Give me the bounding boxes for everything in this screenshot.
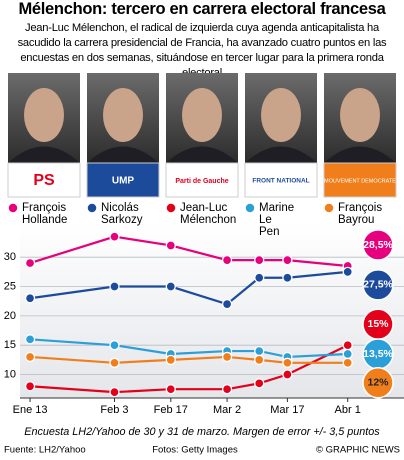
value-label: 28,5%	[363, 239, 393, 251]
end-badge	[362, 229, 394, 261]
legend-marker	[323, 202, 335, 214]
point	[282, 254, 293, 266]
point	[221, 298, 233, 310]
point	[24, 381, 36, 392]
legend-label: François Bayrou	[338, 202, 385, 226]
legend-marker	[86, 202, 98, 214]
face	[261, 88, 301, 142]
point	[109, 231, 120, 242]
shoulders	[87, 146, 159, 163]
face	[103, 88, 143, 142]
footer-note: Encuesta LH2/Yahoo de 30 y 31 de marzo. …	[24, 426, 380, 438]
x-tick-label: Abr 1	[335, 404, 361, 416]
title: Mélenchon: tercero en carrera electoral …	[18, 0, 386, 18]
logo-box	[165, 162, 239, 198]
shoulders	[324, 146, 396, 163]
y-tick-label: 10	[4, 368, 16, 380]
point	[24, 257, 36, 269]
point	[342, 266, 353, 278]
logo-box	[323, 162, 397, 198]
shoulders	[166, 146, 238, 163]
legend-label: François Hollande	[22, 202, 69, 226]
point	[221, 384, 233, 395]
value-label: 15%	[367, 318, 389, 330]
point	[282, 272, 293, 283]
y-tick-label: 15	[4, 339, 16, 351]
logo-box	[7, 162, 81, 198]
point	[109, 357, 120, 368]
point	[109, 386, 120, 398]
point	[282, 357, 293, 368]
value-label: 12%	[367, 377, 389, 389]
point	[109, 281, 120, 292]
face	[24, 88, 64, 142]
point	[254, 272, 265, 283]
point	[165, 240, 176, 251]
x-tick-label: Mar 2	[213, 404, 241, 416]
legend-label: Nicolás Sarkozy	[101, 202, 143, 226]
point	[165, 281, 176, 292]
logo-text: UMP	[112, 176, 135, 187]
point	[24, 351, 36, 363]
value-label: 13,5%	[363, 348, 393, 360]
point	[221, 254, 233, 266]
logo-box	[244, 162, 318, 198]
x-tick-label: Mar 17	[270, 404, 304, 416]
point	[342, 348, 353, 360]
value-label: 27,5%	[363, 279, 393, 291]
point	[254, 254, 265, 266]
plot-bg	[20, 222, 404, 398]
y-tick-label: 30	[4, 251, 16, 263]
x-tick-label: Feb 3	[100, 404, 128, 416]
logo-text: MOUVEMENT DEMOCRATE	[324, 178, 396, 184]
logo-text: Parti de Gauche	[175, 178, 228, 185]
y-tick-label: 20	[4, 310, 16, 322]
subtitle: Jean-Luc Mélenchon, el radical de izquie…	[17, 22, 387, 79]
legend-label: Marine Le Pen	[259, 202, 297, 238]
logo-text: FRONT NATIONAL	[252, 178, 309, 185]
point	[282, 369, 293, 380]
point	[254, 354, 265, 366]
point	[342, 340, 353, 351]
y-tick-label: 25	[4, 280, 16, 292]
point	[24, 334, 36, 345]
point	[109, 340, 120, 351]
legend-label: Jean-Luc Mélenchon	[180, 202, 236, 226]
footer-credit: © GRAPHIC NEWS	[316, 445, 400, 456]
end-badge	[362, 269, 394, 301]
legend-marker	[7, 202, 19, 214]
point	[254, 345, 265, 357]
point	[254, 378, 265, 389]
logo-text: PS	[33, 172, 55, 189]
logo-box	[86, 162, 160, 198]
legend-marker	[244, 202, 256, 214]
x-tick-label: Ene 13	[13, 404, 48, 416]
end-badge	[362, 367, 394, 399]
shoulders	[8, 146, 80, 163]
point	[165, 354, 176, 366]
shoulders	[245, 146, 317, 163]
point	[24, 293, 36, 304]
x-tick-label: Feb 17	[154, 404, 188, 416]
face	[182, 88, 222, 142]
point	[342, 357, 353, 368]
footer-photos: Fotos: Getty Images	[152, 445, 238, 456]
footer-source: Fuente: LH2/Yahoo	[4, 445, 86, 456]
legend-marker	[165, 202, 177, 214]
face	[340, 88, 380, 142]
point	[221, 351, 233, 363]
point	[165, 384, 176, 395]
